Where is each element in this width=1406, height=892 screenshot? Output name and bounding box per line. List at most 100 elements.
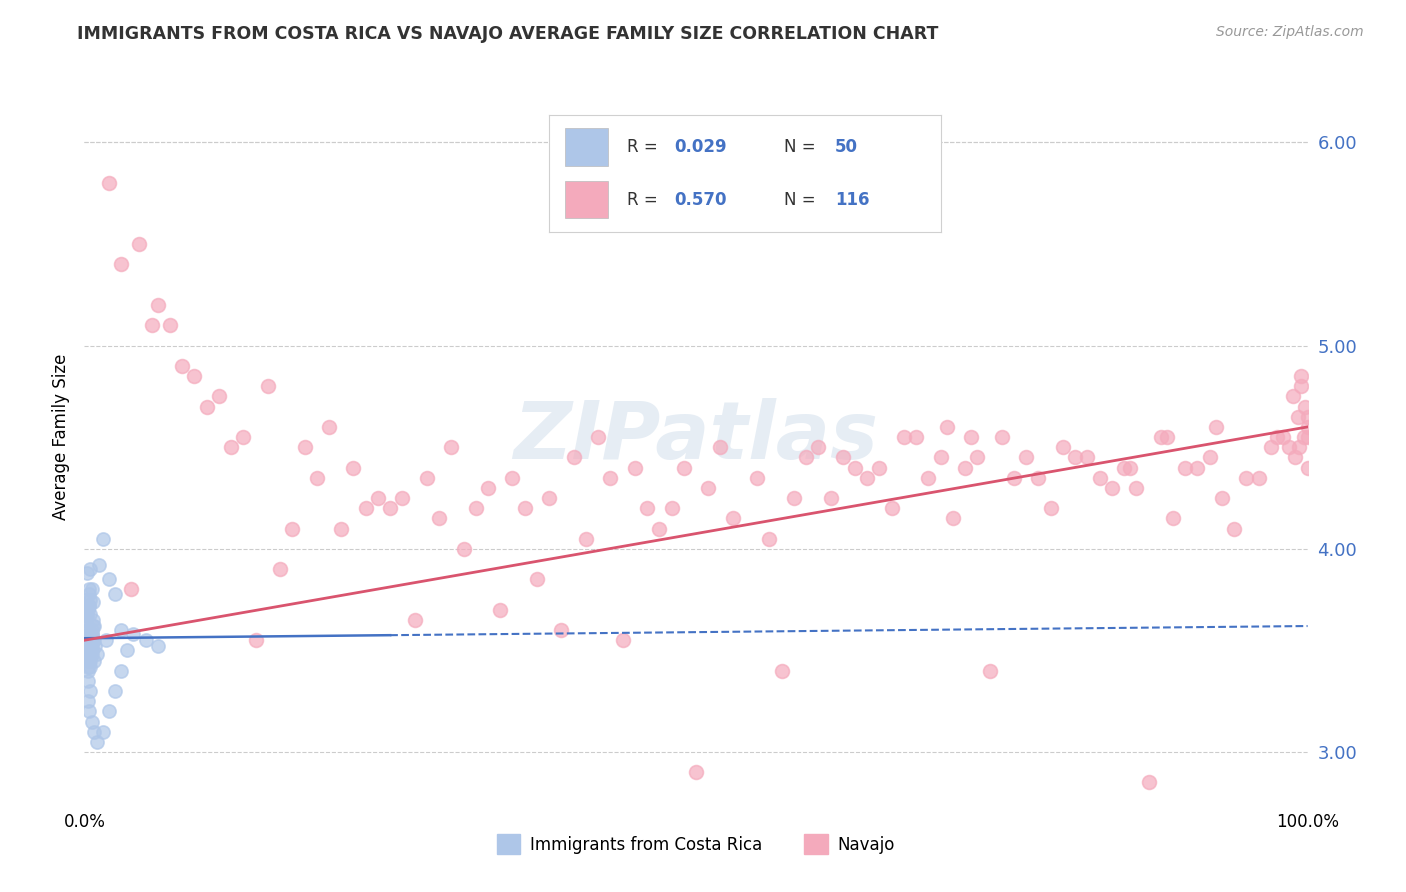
Point [1119, 460, 1142, 475]
Point [318, 420, 340, 434]
Point [1223, 521, 1246, 535]
Point [79, 640, 101, 654]
Point [953, 460, 976, 475]
Point [110, 257, 132, 271]
Point [1288, 440, 1310, 454]
Point [1236, 471, 1258, 485]
Point [269, 562, 291, 576]
Point [1294, 400, 1316, 414]
Point [770, 664, 793, 678]
Point [110, 623, 132, 637]
Point [636, 501, 658, 516]
Point [219, 440, 242, 454]
Point [79, 654, 101, 668]
Point [77, 633, 100, 648]
Point [917, 471, 939, 485]
Point [966, 450, 988, 465]
Point [391, 491, 413, 505]
Point [146, 298, 169, 312]
Point [208, 389, 231, 403]
Point [794, 450, 817, 465]
Point [183, 369, 205, 384]
Point [96, 633, 118, 648]
Point [869, 460, 891, 475]
Point [75, 607, 97, 621]
Point [80, 714, 103, 729]
Point [115, 643, 138, 657]
Point [464, 501, 486, 516]
Point [97, 704, 120, 718]
Point [1198, 450, 1220, 465]
Point [77, 673, 100, 688]
Point [76, 623, 98, 637]
Point [104, 684, 127, 698]
Point [75, 599, 97, 613]
Point [1296, 460, 1319, 475]
Point [80, 627, 103, 641]
Point [747, 471, 769, 485]
Point [1247, 471, 1270, 485]
Point [960, 430, 983, 444]
Point [80, 623, 103, 637]
Point [489, 603, 512, 617]
Point [1002, 471, 1025, 485]
Point [404, 613, 426, 627]
Point [79, 684, 101, 698]
Point [367, 491, 389, 505]
Point [1028, 471, 1050, 485]
Point [110, 664, 132, 678]
Point [75, 613, 97, 627]
Point [82, 613, 104, 627]
Point [120, 582, 142, 597]
Point [1137, 775, 1160, 789]
Point [86, 648, 108, 662]
Point [1278, 440, 1301, 454]
Point [1296, 420, 1319, 434]
Point [87, 558, 110, 573]
Point [84, 640, 107, 654]
Point [77, 643, 100, 657]
Point [526, 572, 548, 586]
Point [1187, 460, 1209, 475]
Point [612, 633, 634, 648]
Point [195, 400, 218, 414]
Text: ZIPatlas: ZIPatlas [513, 398, 879, 476]
Point [1260, 440, 1282, 454]
Point [128, 237, 150, 252]
Point [1114, 460, 1136, 475]
Point [80, 627, 103, 641]
Point [80, 643, 103, 657]
Point [172, 359, 194, 373]
Point [141, 318, 163, 333]
Point [83, 633, 105, 648]
Point [91, 532, 114, 546]
Point [83, 619, 105, 633]
Point [91, 724, 114, 739]
Point [77, 586, 100, 600]
Point [245, 633, 267, 648]
Point [831, 450, 853, 465]
Point [77, 654, 100, 668]
Point [586, 430, 609, 444]
Point [76, 608, 98, 623]
Point [77, 659, 100, 673]
Point [880, 501, 903, 516]
Point [330, 521, 353, 535]
Point [783, 491, 806, 505]
Point [135, 633, 157, 648]
Point [1088, 471, 1111, 485]
Point [1284, 450, 1306, 465]
Point [453, 541, 475, 556]
Point [159, 318, 181, 333]
Point [83, 724, 105, 739]
Point [82, 633, 104, 648]
Point [77, 664, 100, 678]
Point [599, 471, 621, 485]
Point [77, 694, 100, 708]
Text: IMMIGRANTS FROM COSTA RICA VS NAVAJO AVERAGE FAMILY SIZE CORRELATION CHART: IMMIGRANTS FROM COSTA RICA VS NAVAJO AVE… [77, 25, 939, 43]
Point [1265, 430, 1288, 444]
Point [1064, 450, 1087, 465]
Point [76, 648, 98, 662]
Point [80, 640, 103, 654]
Point [893, 430, 915, 444]
